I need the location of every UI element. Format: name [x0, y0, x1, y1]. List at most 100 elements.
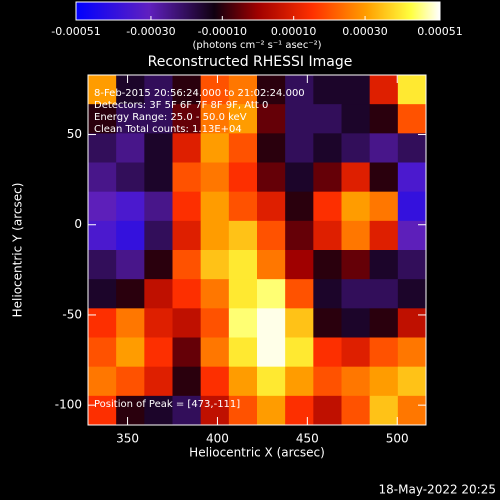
heatmap-cell — [285, 191, 314, 222]
heatmap-cell — [88, 308, 117, 338]
heatmap-cell — [116, 104, 145, 134]
heatmap-cell — [369, 104, 399, 134]
heatmap-cell — [341, 337, 371, 368]
colorbar-tick-label: -0.00051 — [51, 25, 100, 38]
heatmap-cell — [341, 279, 371, 309]
annotation: Detectors: 3F 5F 6F 7F 8F 9F, Att 0 — [94, 100, 268, 111]
heatmap-cell — [285, 250, 314, 280]
heatmap-cell — [228, 191, 258, 222]
heatmap-cell — [144, 104, 173, 134]
heatmap-cell — [144, 395, 173, 426]
heatmap-cell — [257, 395, 286, 426]
heatmap-cell — [257, 308, 286, 338]
y-tick-label: 50 — [67, 127, 82, 141]
heatmap-cell — [341, 220, 371, 251]
heatmap-cell — [116, 366, 145, 397]
heatmap-cell — [116, 191, 145, 222]
heatmap-cell — [313, 220, 342, 251]
heatmap-cell — [172, 250, 202, 280]
colorbar-tick-label: 0.00010 — [271, 25, 317, 38]
heatmap-cell — [88, 395, 117, 426]
heatmap-cell — [116, 395, 145, 426]
heatmap-cell — [144, 279, 173, 309]
heatmap-cell — [200, 250, 230, 280]
x-tick-label: 400 — [206, 432, 229, 446]
heatmap-cell — [313, 104, 342, 134]
heatmap-cell — [257, 337, 286, 368]
heatmap-cell — [172, 104, 202, 134]
annotation: 8-Feb-2015 20:56:24.000 to 21:02:24.000 — [94, 88, 305, 99]
heatmap-cell — [88, 279, 117, 309]
heatmap-cell — [116, 279, 145, 309]
heatmap-cell — [285, 220, 314, 251]
heatmap-cell — [116, 162, 145, 193]
heatmap-cell — [228, 133, 258, 163]
heatmap-cell — [172, 279, 202, 309]
heatmap-cell — [228, 308, 258, 338]
heatmap-cell — [88, 133, 117, 163]
heatmap-cell — [285, 308, 314, 338]
heatmap-cell — [172, 366, 202, 397]
heatmap-cell — [285, 366, 314, 397]
heatmap-cell — [172, 191, 202, 222]
heatmap-cell — [341, 162, 371, 193]
heatmap-cell — [285, 75, 314, 105]
heatmap-cell — [88, 337, 117, 368]
heatmap-cell — [116, 250, 145, 280]
heatmap-cell — [200, 366, 230, 397]
y-tick-label: 0 — [74, 217, 82, 231]
heatmap-cell — [144, 75, 173, 105]
x-tick-label: 350 — [116, 432, 139, 446]
heatmap-cell — [257, 366, 286, 397]
heatmap-cell — [144, 366, 173, 397]
heatmap-cell — [172, 337, 202, 368]
heatmap-cell — [257, 75, 286, 105]
heatmap-cell — [144, 162, 173, 193]
heatmap-cell — [397, 279, 427, 309]
heatmap-cell — [257, 162, 286, 193]
heatmap-cell — [116, 337, 145, 368]
heatmap-cell — [369, 366, 399, 397]
heatmap-cell — [397, 75, 427, 105]
heatmap-cell — [313, 133, 342, 163]
heatmap-cell — [313, 279, 342, 309]
heatmap-cell — [341, 104, 371, 134]
heatmap-cell — [285, 104, 314, 134]
colorbar-tick-label: 0.00051 — [417, 25, 463, 38]
heatmap-cell — [172, 162, 202, 193]
heatmap-cell — [397, 337, 427, 368]
heatmap-cell — [200, 220, 230, 251]
x-tick-label: 500 — [386, 432, 409, 446]
heatmap — [88, 75, 427, 426]
heatmap-cell — [285, 279, 314, 309]
y-tick-label: -100 — [55, 398, 82, 412]
annotation: Clean Total counts: 1.13E+04 — [94, 124, 242, 135]
heatmap-cell — [200, 191, 230, 222]
heatmap-cell — [144, 337, 173, 368]
heatmap-cell — [397, 250, 427, 280]
colorbar-tick-label: 0.00030 — [342, 25, 388, 38]
heatmap-cell — [144, 250, 173, 280]
heatmap-cell — [228, 104, 258, 134]
heatmap-cell — [313, 337, 342, 368]
heatmap-cell — [172, 133, 202, 163]
heatmap-cell — [88, 104, 117, 134]
heatmap-cell — [88, 191, 117, 222]
heatmap-cell — [397, 162, 427, 193]
heatmap-cell — [285, 395, 314, 426]
heatmap-cell — [257, 220, 286, 251]
heatmap-cell — [257, 279, 286, 309]
heatmap-cell — [200, 337, 230, 368]
heatmap-cell — [341, 191, 371, 222]
heatmap-cell — [369, 395, 399, 426]
heatmap-cell — [397, 133, 427, 163]
heatmap-cell — [341, 395, 371, 426]
heatmap-cell — [341, 366, 371, 397]
heatmap-cell — [369, 133, 399, 163]
heatmap-cell — [369, 162, 399, 193]
heatmap-cell — [257, 250, 286, 280]
heatmap-cell — [397, 220, 427, 251]
heatmap-cell — [88, 250, 117, 280]
heatmap-cell — [88, 366, 117, 397]
